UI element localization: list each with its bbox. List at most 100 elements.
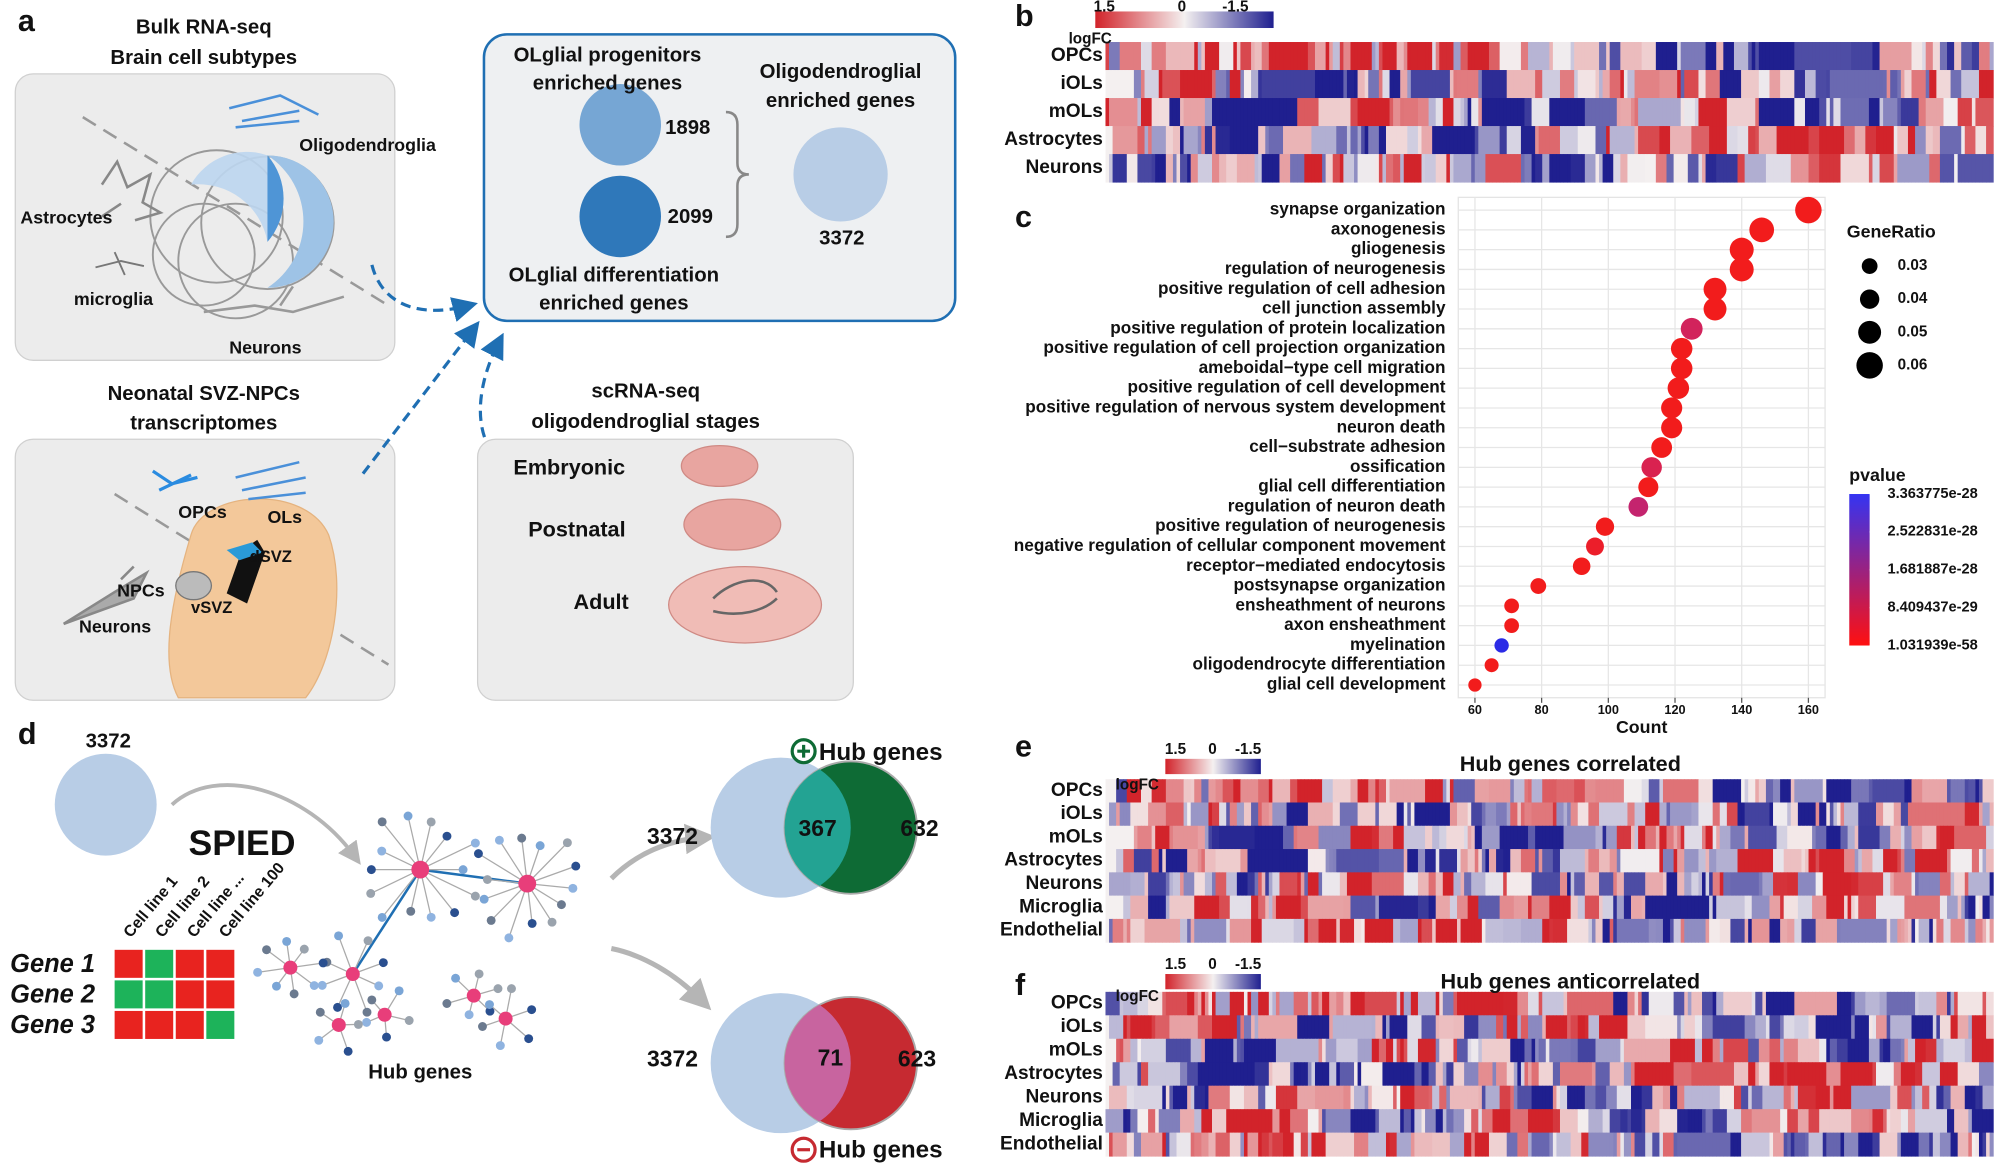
heatmap-cell	[1680, 779, 1685, 804]
heatmap-cell	[1932, 1015, 1937, 1040]
heatmap-cell	[1165, 1132, 1170, 1157]
heatmap-cell	[1783, 126, 1788, 155]
heatmap-cell	[1396, 825, 1401, 850]
heatmap-cell	[1354, 98, 1359, 127]
heatmap-cell	[1126, 849, 1131, 873]
heatmap-cell	[1890, 1062, 1895, 1087]
heatmap-cell	[1215, 802, 1220, 827]
heatmap-cell	[1350, 154, 1355, 183]
heatmap-cell	[1488, 825, 1494, 850]
heatmap-cell	[1883, 779, 1888, 804]
heatmap-cell	[1826, 1015, 1831, 1040]
heatmap-cell	[1240, 1062, 1245, 1087]
heatmap-cell	[1684, 1109, 1689, 1134]
heatmap-cell	[1545, 1132, 1550, 1157]
heatmap-cell	[1659, 825, 1664, 850]
heatmap-cell	[1968, 779, 1973, 804]
heatmap-cell	[1258, 98, 1263, 127]
heatmap-cell	[1332, 991, 1337, 1016]
heatmap-cell	[1641, 1085, 1646, 1110]
heatmap-cell	[1851, 849, 1856, 873]
heatmap-cell	[1900, 1109, 1905, 1134]
heatmap-cell	[1382, 802, 1387, 827]
heatmap-cell	[1172, 1085, 1178, 1110]
heatmap-cell	[1332, 779, 1337, 804]
heatmap-cell	[1858, 98, 1863, 127]
heatmap-cell	[1279, 802, 1284, 827]
heatmap-cell	[1180, 1062, 1185, 1087]
heatmap-cell	[1844, 1038, 1849, 1063]
heatmap-cell	[1911, 1038, 1916, 1063]
heatmap-cell	[1599, 849, 1604, 873]
dot	[1641, 457, 1662, 478]
heatmap-cell	[1712, 154, 1717, 183]
heatmap-cell	[1780, 1062, 1785, 1087]
heatmap-cell	[1638, 126, 1643, 155]
heatmap-cell	[1577, 70, 1582, 99]
heatmap-cell	[1435, 126, 1440, 155]
heatmap-cell	[1432, 872, 1437, 897]
heatmap-cell	[1702, 991, 1707, 1016]
heatmap-cell	[1219, 1132, 1224, 1157]
heatmap-cell	[1900, 126, 1905, 155]
heatmap-cell	[1332, 802, 1337, 827]
heatmap-cell	[1858, 126, 1863, 155]
heatmap-cell	[1954, 918, 1959, 943]
heatmap-cell	[1769, 895, 1774, 920]
heatmap-cell	[1357, 918, 1362, 943]
heatmap-cell	[1545, 1015, 1550, 1040]
term-label: neuron death	[1337, 416, 1446, 436]
heatmap-cell	[1140, 895, 1146, 920]
heatmap-cell	[1506, 42, 1511, 71]
heatmap-cell	[1797, 991, 1802, 1016]
heatmap-cell	[1112, 872, 1117, 897]
heatmap-cell	[1151, 1062, 1156, 1087]
cell-label: vSVZ	[191, 598, 232, 617]
heatmap-cell	[1425, 872, 1430, 897]
heatmap-cell	[1460, 991, 1465, 1016]
heatmap-cell	[1354, 1015, 1359, 1040]
heatmap-cell	[1119, 779, 1124, 804]
heatmap-cell	[1886, 126, 1891, 155]
heatmap-cell	[1861, 872, 1866, 897]
icon	[228, 94, 319, 129]
heatmap-cell	[1584, 70, 1589, 99]
heatmap-cell	[1556, 1132, 1561, 1157]
heatmap-cell	[1709, 1015, 1714, 1040]
heatmap-cell	[1155, 991, 1160, 1016]
heatmap-cell	[1758, 70, 1763, 99]
heatmap-cell	[1396, 1109, 1401, 1134]
heatmap-cell	[1897, 849, 1902, 873]
heatmap-cell	[1851, 918, 1856, 943]
heatmap-cell	[1915, 154, 1920, 183]
heatmap-cell	[1531, 154, 1536, 183]
heatmap-cell	[1304, 126, 1309, 155]
heatmap-cell	[1659, 872, 1664, 897]
heatmap-cell	[1733, 1109, 1739, 1134]
heatmap-cell	[1439, 895, 1444, 920]
heatmap-cell	[1449, 154, 1454, 183]
heatmap-cell	[1314, 918, 1320, 943]
heatmap-cell	[1201, 154, 1206, 183]
heatmap-cell	[1485, 1085, 1490, 1110]
heatmap-cell	[1467, 70, 1472, 99]
heatmap-cell	[1510, 1062, 1515, 1087]
heatmap-cell	[1172, 42, 1178, 71]
heatmap-cell	[1769, 991, 1774, 1016]
heatmap-cell	[1471, 154, 1476, 183]
heatmap-cell	[1758, 849, 1763, 873]
heatmap-cell	[1400, 825, 1405, 850]
heatmap-cell	[1925, 1085, 1930, 1110]
heatmap-cell	[1574, 802, 1579, 827]
heatmap-cell	[1922, 895, 1927, 920]
heatmap-cell	[1652, 918, 1657, 943]
heatmap-cell	[1748, 126, 1753, 155]
heatmap-cell	[1357, 825, 1362, 850]
heatmap-cell	[1840, 42, 1845, 71]
heatmap-cell	[1858, 1015, 1863, 1040]
heatmap-cell	[1627, 1038, 1632, 1063]
heatmap-cell	[1268, 126, 1273, 155]
heatmap-cell	[1222, 1085, 1227, 1110]
heatmap-cell	[1496, 70, 1501, 99]
heatmap-cell	[1858, 802, 1863, 827]
